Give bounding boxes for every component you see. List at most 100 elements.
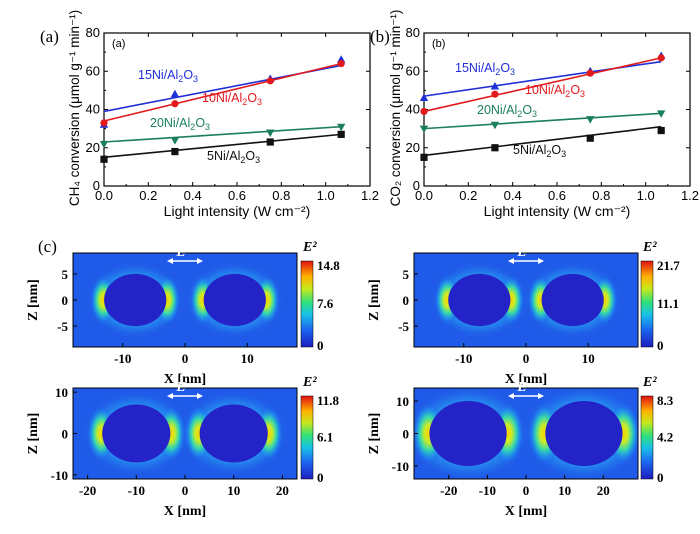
x-axis-title: X [nm] xyxy=(505,504,547,519)
y-tick-label: 60 xyxy=(406,63,420,78)
y-tick-label: -5 xyxy=(398,319,409,334)
fit-line xyxy=(103,125,342,143)
y-tick-label: 0 xyxy=(93,178,100,193)
x-axis-title: Light intensity (W cm⁻²) xyxy=(484,203,631,219)
arrow-head-left xyxy=(508,258,514,264)
y-tick-label: 0 xyxy=(413,178,420,193)
inner-panel-label: (a) xyxy=(112,38,125,50)
y-axis-title: Z [nm] xyxy=(367,413,382,455)
nanoparticle xyxy=(545,401,623,466)
arrow-head-left xyxy=(508,393,514,399)
data-point xyxy=(490,82,500,90)
series-label: 5Ni/Al2​O3​ xyxy=(207,149,260,165)
x-tick-label: 1.0 xyxy=(317,188,335,203)
data-point xyxy=(266,138,274,146)
x-tick-label: 0 xyxy=(523,483,530,498)
x-tick-label: 0.4 xyxy=(504,188,522,203)
y-tick-label: 20 xyxy=(406,140,420,155)
data-point xyxy=(171,147,179,156)
colorbar-mid: 7.6 xyxy=(317,296,334,311)
data-point xyxy=(586,69,594,77)
data-point xyxy=(337,60,345,68)
nanoparticle xyxy=(541,273,604,327)
y-axis-title: CO₂ conversion (μmol g⁻¹ min⁻¹) xyxy=(388,10,403,207)
data-point xyxy=(656,110,666,118)
data-point xyxy=(419,125,429,134)
y-tick-label: 40 xyxy=(86,102,100,117)
colorbar-gradient xyxy=(300,260,314,348)
colorbar-mid: 6.1 xyxy=(317,430,333,445)
colorbar-mid: 4.2 xyxy=(657,430,673,445)
data-point xyxy=(491,144,499,152)
data-point xyxy=(420,153,428,161)
nanoparticle xyxy=(203,273,266,327)
series-label: 10Ni/Al2​O3​ xyxy=(202,91,262,107)
colorbar-min: 0 xyxy=(657,470,664,485)
y-tick-label: 5 xyxy=(62,267,69,282)
y-tick-label: 5 xyxy=(403,267,410,282)
y-axis-title: Z [nm] xyxy=(26,413,41,455)
panel-label-c: (c) xyxy=(38,237,57,256)
field-direction-arrow: E xyxy=(167,380,203,399)
fit-line xyxy=(103,133,342,159)
x-tick-label: 0.4 xyxy=(184,188,202,203)
nanoparticle xyxy=(448,273,511,327)
colorbar-gradient xyxy=(640,260,654,348)
field-map-c4: E -20 -10 0 10 20 10 0 -10 X [nm] Z [nm] E²8.3 4.2 0 xyxy=(367,375,674,519)
chart-a: 0.0 0.2 0.4 0.6 0.8 1.0 1.2 0 20 40 60 80 (a) Light i… xyxy=(67,10,379,219)
data-point xyxy=(420,107,428,116)
plot-frame xyxy=(103,32,371,187)
x-tick-label: -10 xyxy=(114,351,131,366)
x-tick-label: 0.2 xyxy=(139,188,157,203)
y-tick-label: 0 xyxy=(62,427,69,442)
x-tick-label: -10 xyxy=(479,483,496,498)
x-axis-title: X [nm] xyxy=(505,372,547,387)
x-tick-label: -10 xyxy=(455,351,472,366)
y-tick-label: 10 xyxy=(55,385,68,400)
data-point xyxy=(266,77,274,85)
field-intensity xyxy=(414,388,638,479)
arrow-head-left xyxy=(167,393,173,399)
x-axis-title: Light intensity (W cm⁻²) xyxy=(164,203,311,219)
fit-line xyxy=(103,62,342,122)
colorbar-min: 0 xyxy=(317,338,324,353)
inner-panel-label: (b) xyxy=(432,38,445,50)
series xyxy=(420,54,665,116)
y-tick-label: 40 xyxy=(406,102,420,117)
field-direction-arrow: E xyxy=(167,245,203,264)
data-point xyxy=(100,155,108,163)
y-tick-label: 10 xyxy=(396,394,409,409)
x-tick-label: 0.8 xyxy=(592,188,610,203)
y-tick-label: 60 xyxy=(86,63,100,78)
data-point xyxy=(657,126,665,135)
field-label: E xyxy=(516,245,526,260)
x-axis-title: X [nm] xyxy=(164,372,206,387)
colorbar-max: 11.8 xyxy=(317,393,340,408)
x-axis-title: X [nm] xyxy=(164,504,206,519)
data-point xyxy=(100,119,108,127)
x-tick-label: 10 xyxy=(227,483,240,498)
data-point xyxy=(491,90,499,98)
y-axis-title: CH₄ conversion (μmol g⁻¹ min⁻¹) xyxy=(67,10,82,206)
series xyxy=(100,130,345,163)
series-label: 10Ni/Al2​O3​ xyxy=(525,83,585,99)
nanoparticle xyxy=(429,401,507,466)
x-tick-label: 10 xyxy=(582,351,595,366)
x-tick-label: 10 xyxy=(558,483,571,498)
colorbar-gradient xyxy=(300,395,314,480)
series-label: 20Ni/Al2​O3​ xyxy=(150,116,210,132)
colorbar-title: E² xyxy=(642,240,657,255)
panel-label-b: (b) xyxy=(370,27,390,46)
x-tick-label: 1.2 xyxy=(361,188,379,203)
y-tick-label: -10 xyxy=(51,468,68,483)
nanoparticle xyxy=(104,273,167,327)
series xyxy=(419,110,666,134)
series-label: 15Ni/Al2​O3​ xyxy=(138,68,198,84)
colorbar-min: 0 xyxy=(657,338,664,353)
